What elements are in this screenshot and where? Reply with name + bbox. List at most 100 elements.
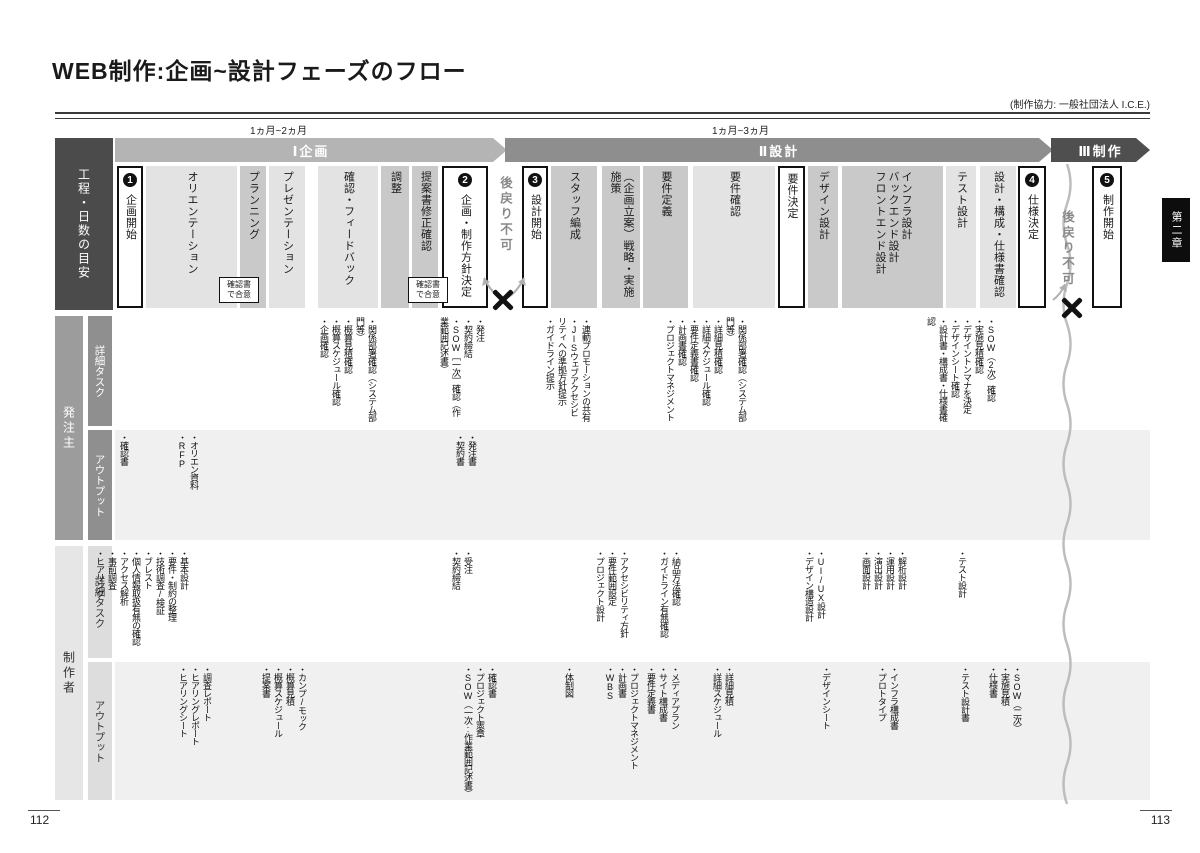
step-label: 設計開始 [529, 194, 542, 240]
page-title: WEB制作:企画~設計フェーズのフロー [52, 58, 467, 84]
step-label: プランニング [247, 171, 260, 240]
task-step: 設計・構成・仕様書確認 [980, 166, 1016, 308]
step-number-badge: 4 [1025, 173, 1039, 187]
footer-rule-left [28, 810, 60, 811]
step-label: 要件決定 [786, 173, 798, 219]
step-label: 調整 [389, 171, 402, 194]
rail-client: 発注主 [55, 316, 83, 540]
x-mark-icon-1 [491, 288, 515, 312]
milestone-step: 要件決定 [778, 166, 805, 308]
task-step: スタッフ編成 [551, 166, 597, 308]
rail-producer: 制作者 [55, 546, 83, 800]
duration-phase1: 1ヵ月~2ヵ月 [250, 126, 307, 137]
task-group: ・受注 ・契約締結 [451, 549, 473, 589]
task-group: ・SOW（二次） ・実施見積 ・仕様書 [988, 665, 1022, 732]
duration-phase2: 1ヵ月~3ヵ月 [712, 126, 769, 137]
phase-arrow-planning: Ⅰ企画 [115, 138, 507, 162]
sub-label-text: アウトプット [93, 453, 106, 517]
task-step: プレゼンテーション [269, 166, 305, 308]
step-label: 要件定義 [660, 171, 672, 217]
task-step: インフラ設計 バックエンド設計 フロントエンド設計 [842, 166, 943, 308]
row-client-outputs: ・確認書 ・オリエン資料 ・RFP ・発注書 ・契約書 [0, 430, 1200, 540]
task-step: 調整 [381, 166, 409, 308]
phase-label: Ⅱ設計 [758, 143, 800, 159]
step-label: テスト設計 [955, 171, 968, 229]
row-producer-tasks: ・基本設計 ・要件・制約の整理 ・技術調査/検証 ・ブレスト ・個人情報取扱有無… [0, 546, 1200, 658]
task-group: ・デザインシート [821, 665, 831, 729]
rail-producer-output: アウトプット [88, 662, 112, 800]
milestone-step: 5 制作開始 [1092, 166, 1122, 308]
milestone-step: 2 企画・制作方針決定 [442, 166, 488, 308]
phase-label: Ⅲ制作 [1078, 143, 1123, 159]
task-group: ・確認書 [119, 433, 129, 465]
task-group: ・関係部署確認（システム部門等） ・詳細見積確認 ・詳細スケジュール確認 ・要件… [665, 317, 747, 421]
step-number-badge: 5 [1100, 173, 1114, 187]
step-label: 要件確認 [728, 171, 741, 217]
milestone-step: 4 仕様決定 [1018, 166, 1046, 308]
no-return-label-2: 後戻り不可 [1060, 210, 1074, 288]
task-step: 要件定義 [643, 166, 688, 308]
x-mark-icon-2 [1060, 296, 1084, 320]
milestone-step: 1 企画開始 [117, 166, 143, 308]
task-group: ・調査レポート ・ヒアリングレポート ・ヒアリングシート [178, 665, 212, 745]
step-label: 企画開始 [124, 194, 137, 240]
sub-label-text: アウトプット [93, 699, 106, 763]
producer-output-band [115, 662, 1150, 800]
chapter-tab: 第二章 [1162, 198, 1190, 262]
task-group: ・発注 ・契約締結 ・SOW［一次］確認（作業範囲記述書） [439, 317, 485, 416]
rail-producer-detail-task: 詳細タスク [88, 546, 112, 658]
credit-note: (制作協力: 一般社団法人 I.C.E.) [1010, 100, 1150, 111]
step-number-badge: 3 [528, 173, 542, 187]
rail-client-label: 発注主 [61, 405, 76, 451]
row-producer-outputs: ・調査レポート ・ヒアリングレポート ・ヒアリングシート ・カンプ/モック ・概算… [0, 662, 1200, 800]
task-group: ・カンプ/モック ・概算見積 ・概算スケジュール ・提案書 [261, 665, 307, 737]
task-group: ・解析設計 ・運用設計 ・演出設計 ・画面設計 [861, 549, 907, 589]
sub-label-text: 詳細タスク [93, 575, 106, 629]
step-label: デザイン設計 [817, 171, 830, 240]
step-number-badge: 1 [123, 173, 137, 187]
step-label: インフラ設計 バックエンド設計 フロントエンド設計 [874, 171, 912, 275]
no-return-label-1: 後戻り不可 [498, 176, 512, 254]
rail-process-label: 工程・日数の目安 [76, 168, 91, 280]
rail-producer-label: 制作者 [61, 650, 76, 696]
task-group: ・体制図 [564, 665, 574, 697]
rail-client-detail-task: 詳細タスク [88, 316, 112, 426]
milestone-step: 3 設計開始 [522, 166, 548, 308]
phase-arrow-production: Ⅲ制作 [1051, 138, 1150, 162]
task-group: ・テスト設計書 [960, 665, 970, 721]
step-label: プレゼンテーション [281, 171, 294, 275]
step-label: （企画立案）戦略・実施施策 [609, 171, 634, 298]
sub-label-text: 詳細タスク [93, 344, 106, 398]
step-label: 仕様決定 [1026, 194, 1039, 240]
task-group: ・アクセシビリティ方針 ・要件範囲設定 ・プロジェクト設計 [595, 549, 629, 637]
agree-note-1: 確認書 で合意 [219, 277, 259, 303]
step-label: 確認・フィードバック [342, 171, 355, 286]
task-group: ・基本設計 ・要件・制約の整理 ・技術調査/検証 ・ブレスト ・個人情報取扱有無… [95, 549, 189, 645]
footer-rule-right [1140, 810, 1172, 811]
phase-label: Ⅰ企画 [292, 143, 330, 159]
wavy-line [1052, 164, 1072, 805]
task-group: ・テスト設計 [957, 549, 967, 597]
task-group: ・詳細見積 ・詳細スケジュール [712, 665, 734, 737]
step-label: スタッフ編成 [568, 171, 581, 240]
step-label: オリエンテーション [186, 171, 198, 275]
task-group: ・UI/UX設計 ・デザイン構造設計 [804, 549, 826, 621]
page-number-right: 113 [1150, 813, 1170, 827]
task-step: 確認・フィードバック [318, 166, 378, 308]
steps-row: 1 企画開始 オリエンテーション プランニング プレゼンテーション 確認・フィードバック 調… [0, 164, 1200, 310]
task-step: オリエンテーション [146, 166, 237, 308]
task-step: （企画立案）戦略・実施施策 [602, 166, 640, 308]
top-double-rule [55, 112, 1150, 119]
step-number-badge: 2 [458, 173, 472, 187]
rail-process-header: 工程・日数の目安 [55, 138, 113, 310]
row-client-tasks: ・関係部署確認（システム部門等） ・概算見積確認 ・概算スケジュール確認 ・企画… [0, 314, 1200, 426]
task-group: ・連動プロモーションの共有 ・JISウェブアクセシビリティへの準拠方針提示 ・ガ… [545, 317, 591, 421]
client-output-band [115, 430, 1150, 540]
task-step: テスト設計 [946, 166, 976, 308]
page-number-left: 112 [30, 813, 50, 827]
agree-note-2: 確認書 で合意 [408, 277, 448, 303]
task-group: ・インフラ構成書 ・プロトタイプ [877, 665, 899, 729]
step-label: 設計・構成・仕様書確認 [992, 171, 1005, 298]
task-group: ・SOW（2次）確認 ・実施見積確認 ・デザイントンマナを決定 ・デザインシート… [926, 317, 996, 421]
step-label: 制作開始 [1101, 194, 1114, 240]
